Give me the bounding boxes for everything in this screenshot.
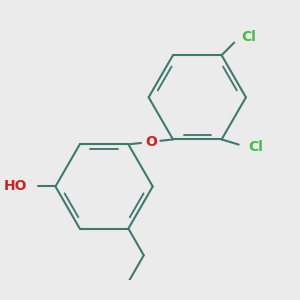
- Text: Cl: Cl: [248, 140, 263, 154]
- Text: HO: HO: [4, 179, 27, 194]
- Text: Cl: Cl: [242, 30, 256, 44]
- Text: O: O: [145, 135, 157, 149]
